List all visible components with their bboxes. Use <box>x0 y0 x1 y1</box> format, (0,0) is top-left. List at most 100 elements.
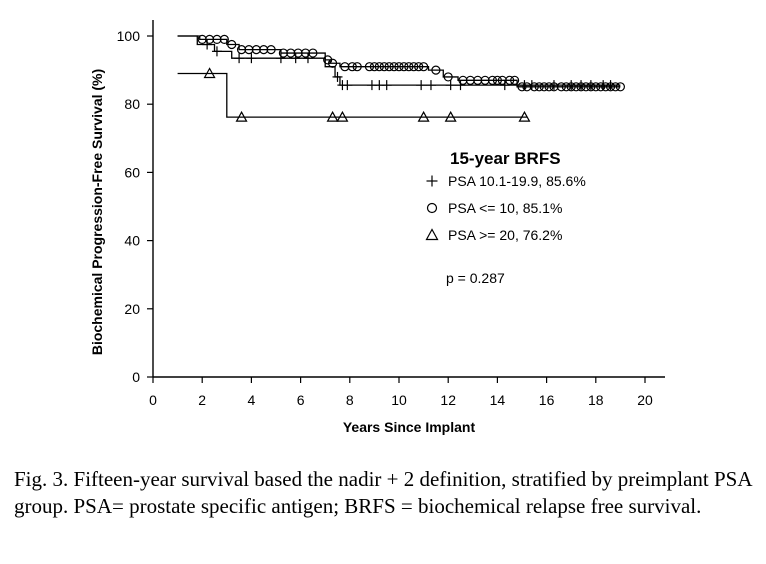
chart-canvas: 0 2 4 6 8 10 12 14 16 18 20 0 20 40 60 80 100 Years Sin… <box>89 20 665 435</box>
censor-circle-marker <box>369 62 379 72</box>
x-tick-label: 6 <box>297 392 305 408</box>
censor-circle-marker <box>517 82 527 92</box>
x-tick-label: 14 <box>490 392 506 408</box>
censor-circle-marker <box>404 62 414 72</box>
censor-plus-marker <box>499 80 510 91</box>
censor-circle-marker <box>505 75 515 85</box>
censor-circle-marker <box>473 75 483 85</box>
censor-circle-marker <box>529 82 539 92</box>
x-tick-label: 12 <box>440 392 456 408</box>
censor-plus-marker <box>445 80 456 91</box>
censor-circle-marker <box>364 62 375 72</box>
censor-circle-marker <box>419 62 429 72</box>
censor-circle-marker <box>379 62 389 72</box>
x-tick-label: 20 <box>637 392 653 408</box>
censor-circle-marker <box>492 75 502 85</box>
y-tick-label: 60 <box>124 164 140 180</box>
legend-title: 15-year BRFS <box>450 149 561 168</box>
censor-circle-marker <box>510 75 520 85</box>
censor-circle-marker <box>414 62 424 72</box>
censor-circle-marker <box>544 82 554 92</box>
x-tick-label: 10 <box>391 392 407 408</box>
censor-plus-marker <box>416 80 427 91</box>
censor-circle-marker <box>601 82 611 92</box>
censor-circle-marker <box>591 82 601 92</box>
series-line <box>177 72 527 118</box>
censor-plus-marker <box>302 53 313 64</box>
censor-circle-marker <box>340 62 350 72</box>
y-axis-title: Biochemical Progression-Free Survival (%… <box>89 69 105 355</box>
censor-circle-marker <box>399 62 409 72</box>
censor-circle-marker <box>278 48 288 58</box>
y-tick-label: 20 <box>124 301 140 317</box>
censor-plus-marker <box>426 175 438 187</box>
censor-circle-marker <box>251 45 261 55</box>
legend-items: PSA 10.1-19.9, 85.6% PSA <= 10, 85.1% PSA … <box>425 173 586 243</box>
censor-circle-marker <box>197 34 207 45</box>
censor-plus-marker <box>381 80 392 91</box>
censor-circle-marker <box>244 45 254 55</box>
censor-circle-marker <box>389 62 399 72</box>
y-tick-label: 100 <box>117 28 141 44</box>
censor-circle-marker <box>219 34 229 45</box>
censor-plus-marker <box>425 80 436 91</box>
censor-circle-marker <box>610 82 621 92</box>
x-tick-label: 8 <box>346 392 354 408</box>
censor-circle-marker <box>615 82 626 92</box>
censor-circle-marker <box>576 82 586 92</box>
legend: 15-year BRFS PSA 10.1-19.9, 85.6% PSA <= … <box>425 149 586 286</box>
censor-circle-marker <box>497 75 507 85</box>
x-tick-label: 0 <box>149 392 157 408</box>
censor-triangle-marker <box>336 110 349 122</box>
censor-circle-marker <box>409 62 419 72</box>
censor-triangle-marker <box>444 110 457 122</box>
censor-triangle-marker <box>417 110 430 122</box>
censor-plus-marker <box>342 80 353 91</box>
censor-circle-marker <box>465 75 475 85</box>
series-layer <box>177 34 626 122</box>
x-axis-title: Years Since Implant <box>343 419 476 435</box>
x-ticks: 0 2 4 6 8 10 12 14 16 18 20 <box>149 377 653 408</box>
censor-circle-marker <box>426 202 438 214</box>
censor-circle-marker <box>374 62 384 72</box>
censor-circle-marker <box>581 82 591 92</box>
censor-circle-marker <box>566 82 576 92</box>
legend-item-label: PSA >= 20, 76.2% <box>448 227 562 243</box>
censor-plus-marker <box>332 71 343 82</box>
censor-circle-marker <box>308 48 318 58</box>
censor-circle-marker <box>480 75 490 85</box>
censor-circle-marker <box>384 62 394 72</box>
censor-plus-marker <box>275 53 286 64</box>
censor-circle-marker <box>212 34 222 45</box>
censor-circle-marker <box>286 48 296 58</box>
censor-plus-marker <box>455 80 466 91</box>
censor-plus-marker <box>211 46 222 57</box>
legend-item-label: PSA <= 10, 85.1% <box>448 200 562 216</box>
censor-circle-marker <box>236 45 247 55</box>
x-tick-label: 4 <box>248 392 256 408</box>
censor-circle-marker <box>431 65 441 75</box>
censor-circle-marker <box>534 82 544 92</box>
censor-circle-marker <box>605 82 616 92</box>
x-tick-label: 2 <box>198 392 206 408</box>
censor-circle-marker <box>352 62 362 72</box>
censor-circle-marker <box>300 48 311 58</box>
censor-circle-marker <box>487 75 498 85</box>
figure-caption: Fig. 3. Fifteen-year survival based the … <box>14 467 752 518</box>
p-value: p = 0.287 <box>446 270 505 286</box>
censor-circle-marker <box>571 82 581 92</box>
censor-circle-marker <box>394 62 404 72</box>
censor-circle-marker <box>293 48 303 58</box>
censor-circle-marker <box>443 72 453 82</box>
censor-circle-marker <box>266 45 276 55</box>
censor-circle-marker <box>259 45 269 55</box>
series-line <box>177 35 621 88</box>
censor-circle-marker <box>561 82 571 92</box>
censor-circle-marker <box>458 75 468 85</box>
censor-circle-marker <box>586 82 596 92</box>
censor-circle-marker <box>549 82 559 92</box>
series-triangle <box>177 67 531 122</box>
y-tick-label: 40 <box>124 233 140 249</box>
y-tick-label: 80 <box>124 96 140 112</box>
censor-circle-marker <box>327 58 338 68</box>
